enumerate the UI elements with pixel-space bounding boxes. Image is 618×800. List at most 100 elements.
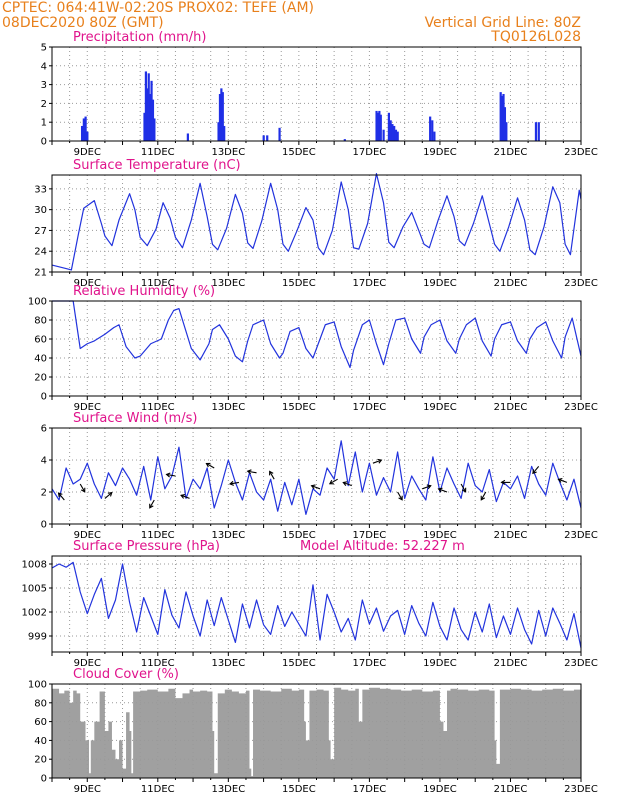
wind-arrow-head-icon	[246, 469, 252, 475]
cloud-ytick-label: 100	[28, 680, 47, 691]
precip-ytick-label: 0	[41, 137, 47, 148]
precip-bar	[143, 112, 146, 141]
wind-arrow-head-icon	[328, 479, 334, 485]
precip-xtick-label: 23DEC	[564, 147, 598, 158]
precip-bar	[151, 99, 155, 141]
cloud-ytick-label: 40	[34, 736, 47, 747]
temp-xtick-label: 23DEC	[564, 278, 598, 289]
wind-title: Surface Wind (m/s)	[73, 411, 197, 426]
precip-bar	[396, 131, 399, 141]
wind-arrow-icon	[206, 463, 215, 469]
wind-xtick-label: 11DEC	[141, 530, 175, 541]
precip-bar	[382, 129, 385, 141]
rh-xtick-label: 13DEC	[211, 402, 245, 413]
wind-arrow-head-icon	[180, 494, 186, 499]
precip-bar	[343, 139, 346, 141]
wind-arrow-icon	[180, 494, 190, 499]
cloud-xtick-label: 13DEC	[211, 784, 245, 795]
cloud-title: Cloud Cover (%)	[73, 667, 179, 682]
wind-arrow-head-icon	[461, 487, 467, 493]
wind-arrow-head-icon	[426, 484, 432, 490]
header-run-date: 08DEC2020 80Z (GMT)	[2, 15, 164, 31]
precip-bar	[499, 92, 502, 141]
precip-bar	[376, 112, 380, 141]
pres-ytick-label: 1005	[22, 584, 47, 595]
pres-xtick-label: 21DEC	[494, 658, 528, 669]
precip-panel: Precipitation (mm/h) 0 1 2 3 4 5 9DEC 11DEC 13DEC…	[41, 30, 598, 158]
rh-title: Relative Humidity (%)	[73, 284, 215, 299]
precip-xtick-label: 17DEC	[353, 147, 387, 158]
precip-bar	[429, 116, 432, 141]
rh-ytick-label: 60	[34, 335, 47, 346]
precip-bar	[431, 120, 434, 141]
precip-xtick-label: 19DEC	[423, 147, 457, 158]
pres-xtick-label: 17DEC	[353, 658, 387, 669]
precip-bar	[266, 135, 269, 141]
precip-ytick-label: 5	[41, 43, 47, 54]
precip-bar	[393, 125, 396, 141]
precip-bar	[144, 71, 148, 141]
precip-bar	[389, 120, 392, 141]
wind-arrow-head-icon	[342, 481, 348, 486]
temp-xtick-label: 17DEC	[353, 278, 387, 289]
precip-ytick-label: 1	[41, 118, 47, 129]
cloud-xtick-label: 15DEC	[282, 784, 316, 795]
precip-bar	[84, 116, 87, 141]
cloud-ytick-label: 60	[34, 717, 47, 728]
rh-ytick-label: 100	[28, 297, 47, 308]
wind-arrow-head-icon	[57, 492, 63, 498]
precip-xtick-label: 15DEC	[282, 147, 316, 158]
precip-xtick-label: 9DEC	[74, 147, 101, 158]
rh-series-line	[52, 300, 582, 369]
precip-bar	[217, 122, 220, 141]
pres-xtick-label: 15DEC	[282, 658, 316, 669]
wind-arrow-head-icon	[80, 487, 86, 493]
precip-bar	[433, 131, 436, 141]
temp-xtick-label: 21DEC	[494, 278, 528, 289]
wind-xtick-label: 9DEC	[74, 530, 101, 541]
temp-xtick-label: 19DEC	[423, 278, 457, 289]
cloud-xtick-label: 11DEC	[141, 784, 175, 795]
rh-ytick-label: 20	[34, 373, 47, 384]
pres-xtick-label: 19DEC	[423, 658, 457, 669]
wind-panel: Surface Wind (m/s) 0 2 4 6 9DEC 11DEC 13DEC 15DE…	[41, 411, 598, 541]
precip-bar	[379, 114, 382, 141]
precip-bar	[221, 92, 224, 141]
wind-arrow-head-icon	[500, 479, 506, 485]
wind-arrow-icon	[149, 499, 155, 509]
pres-xtick-label: 9DEC	[74, 658, 101, 669]
wind-arrow-icon	[329, 478, 338, 485]
wind-ytick-label: 2	[41, 488, 47, 499]
chart-header: CPTEC: 064:41W-02:20S PROX02: TEFE (AM) …	[0, 0, 618, 48]
header-grid-line: Vertical Grid Line: 80Z	[424, 15, 581, 31]
wind-arrow-icon	[438, 488, 448, 493]
precip-ytick-label: 3	[41, 80, 47, 91]
temp-ytick-label: 21	[34, 268, 47, 279]
precip-ytick-label: 4	[41, 61, 47, 72]
pres-ytick-label: 1002	[22, 608, 47, 619]
precip-bar	[218, 94, 222, 141]
wind-arrow-head-icon	[205, 462, 211, 468]
precip-bar	[186, 133, 189, 141]
cloud-ytick-label: 20	[34, 755, 47, 766]
wind-ytick-label: 6	[41, 424, 47, 435]
rh-xtick-label: 17DEC	[353, 402, 387, 413]
precip-bar	[534, 122, 538, 141]
wind-arrow-icon	[397, 491, 403, 501]
temp-panel: Surface Temperature (nC) 21 24 27 30 33 9DEC 11…	[34, 158, 598, 289]
precip-bar	[378, 110, 381, 141]
precip-bar	[153, 118, 156, 141]
header-station: CPTEC: 064:41W-02:20S PROX02: TEFE (AM)	[2, 0, 315, 16]
wind-arrow-icon	[422, 485, 431, 490]
temp-xtick-label: 9DEC	[74, 278, 101, 289]
cloud-ytick-label: 0	[41, 774, 47, 785]
wind-xtick-label: 13DEC	[211, 530, 245, 541]
precip-xtick-label: 11DEC	[141, 147, 175, 158]
pres-panel: Surface Pressure (hPa) Model Altitude: 52…	[22, 539, 598, 669]
wind-arrow-head-icon	[377, 458, 383, 464]
rh-ytick-label: 80	[34, 316, 47, 327]
wind-arrow-icon	[558, 478, 568, 483]
wind-arrow-icon	[480, 491, 487, 501]
rh-xtick-label: 21DEC	[494, 402, 528, 413]
